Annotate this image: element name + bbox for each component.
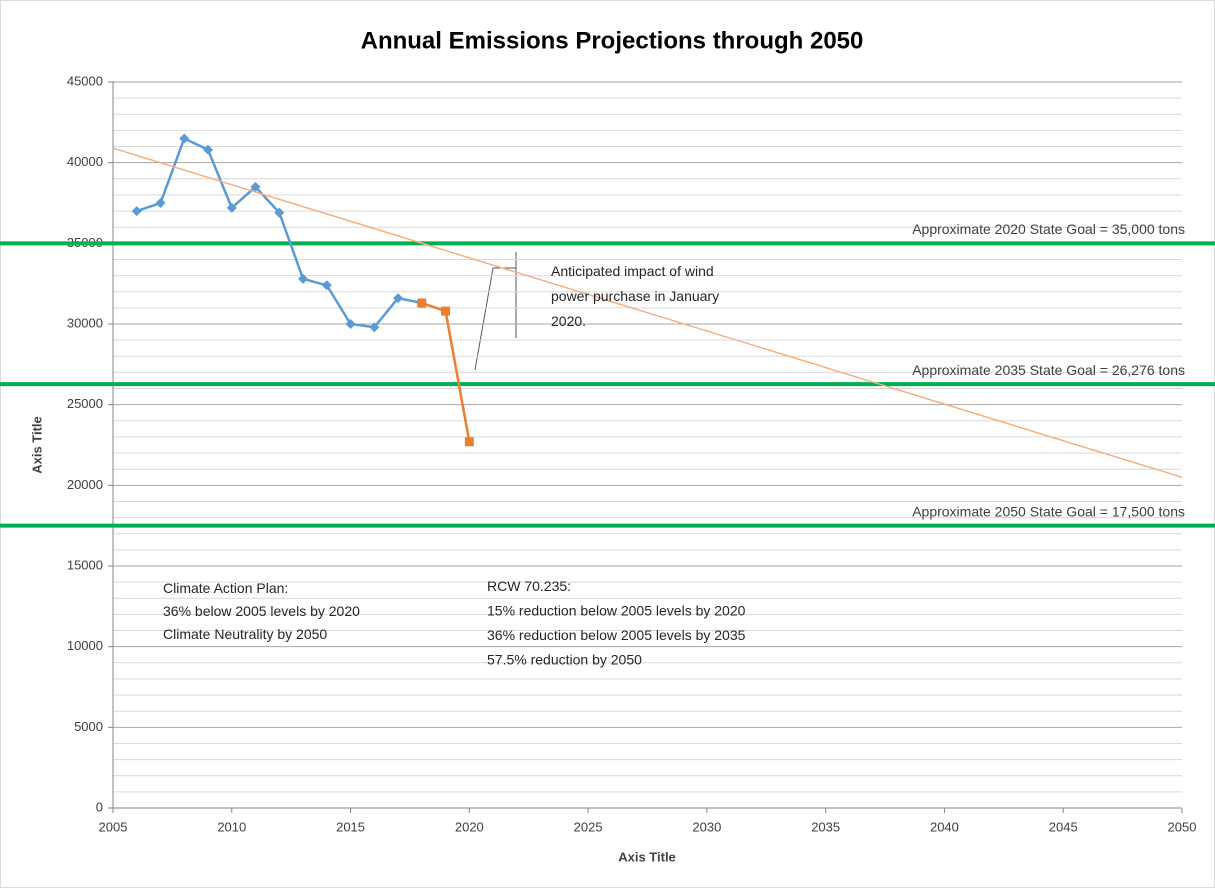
point bbox=[321, 280, 332, 291]
x-axis-title: Axis Title bbox=[618, 849, 676, 864]
annotation: 57.5% reduction by 2050 bbox=[487, 652, 642, 668]
annotation: Anticipated impact of wind bbox=[551, 263, 714, 279]
x-tick-label: 2040 bbox=[930, 819, 959, 834]
annotation: Climate Action Plan: bbox=[163, 580, 288, 596]
point bbox=[274, 207, 285, 218]
y-axis-title: Axis Title bbox=[29, 416, 44, 474]
annotation: power purchase in January bbox=[551, 288, 719, 304]
point bbox=[369, 322, 380, 333]
x-tick-label: 2030 bbox=[692, 819, 721, 834]
point bbox=[417, 298, 427, 308]
annotation: 36% reduction below 2005 levels by 2035 bbox=[487, 627, 746, 643]
point bbox=[179, 133, 190, 144]
y-tick-label: 20000 bbox=[67, 477, 103, 492]
x-tick-label: 2020 bbox=[455, 819, 484, 834]
annotation: 2020. bbox=[551, 313, 586, 329]
point bbox=[155, 198, 166, 208]
trend-line bbox=[112, 147, 1183, 478]
annotation: RCW 70.235: bbox=[487, 578, 571, 594]
annotation: Climate Neutrality by 2050 bbox=[163, 626, 327, 642]
y-tick-label: 10000 bbox=[67, 638, 103, 653]
x-tick-label: 2045 bbox=[1049, 819, 1078, 834]
goal-label: Approximate 2035 State Goal = 26,276 ton… bbox=[912, 362, 1185, 378]
callout-leader bbox=[474, 267, 516, 371]
goal-label: Approximate 2020 State Goal = 35,000 ton… bbox=[912, 221, 1185, 237]
x-tick-label: 2010 bbox=[217, 819, 246, 834]
x-tick-label: 2025 bbox=[574, 819, 603, 834]
y-tick-label: 0 bbox=[96, 799, 103, 814]
point bbox=[250, 181, 261, 192]
point bbox=[393, 293, 404, 304]
annotation: 36% below 2005 levels by 2020 bbox=[163, 603, 360, 619]
x-tick-label: 2035 bbox=[811, 819, 840, 834]
x-tick-label: 2005 bbox=[99, 819, 128, 834]
x-tick-label: 2015 bbox=[336, 819, 365, 834]
y-tick-label: 5000 bbox=[74, 719, 103, 734]
point bbox=[203, 144, 214, 155]
y-tick-label: 25000 bbox=[67, 396, 103, 411]
y-tick-label: 45000 bbox=[67, 73, 103, 88]
point bbox=[131, 206, 142, 217]
point bbox=[226, 202, 237, 213]
chart-title: Annual Emissions Projections through 205… bbox=[361, 27, 864, 54]
x-tick-label: 2050 bbox=[1168, 819, 1197, 834]
point bbox=[345, 319, 356, 329]
annotation: 15% reduction below 2005 levels by 2020 bbox=[487, 603, 746, 619]
point bbox=[464, 437, 474, 447]
point bbox=[441, 306, 451, 316]
y-tick-label: 30000 bbox=[67, 315, 103, 330]
point bbox=[298, 273, 309, 284]
goal-label: Approximate 2050 State Goal = 17,500 ton… bbox=[912, 503, 1185, 519]
y-tick-label: 15000 bbox=[67, 557, 103, 572]
y-tick-label: 40000 bbox=[67, 154, 103, 169]
